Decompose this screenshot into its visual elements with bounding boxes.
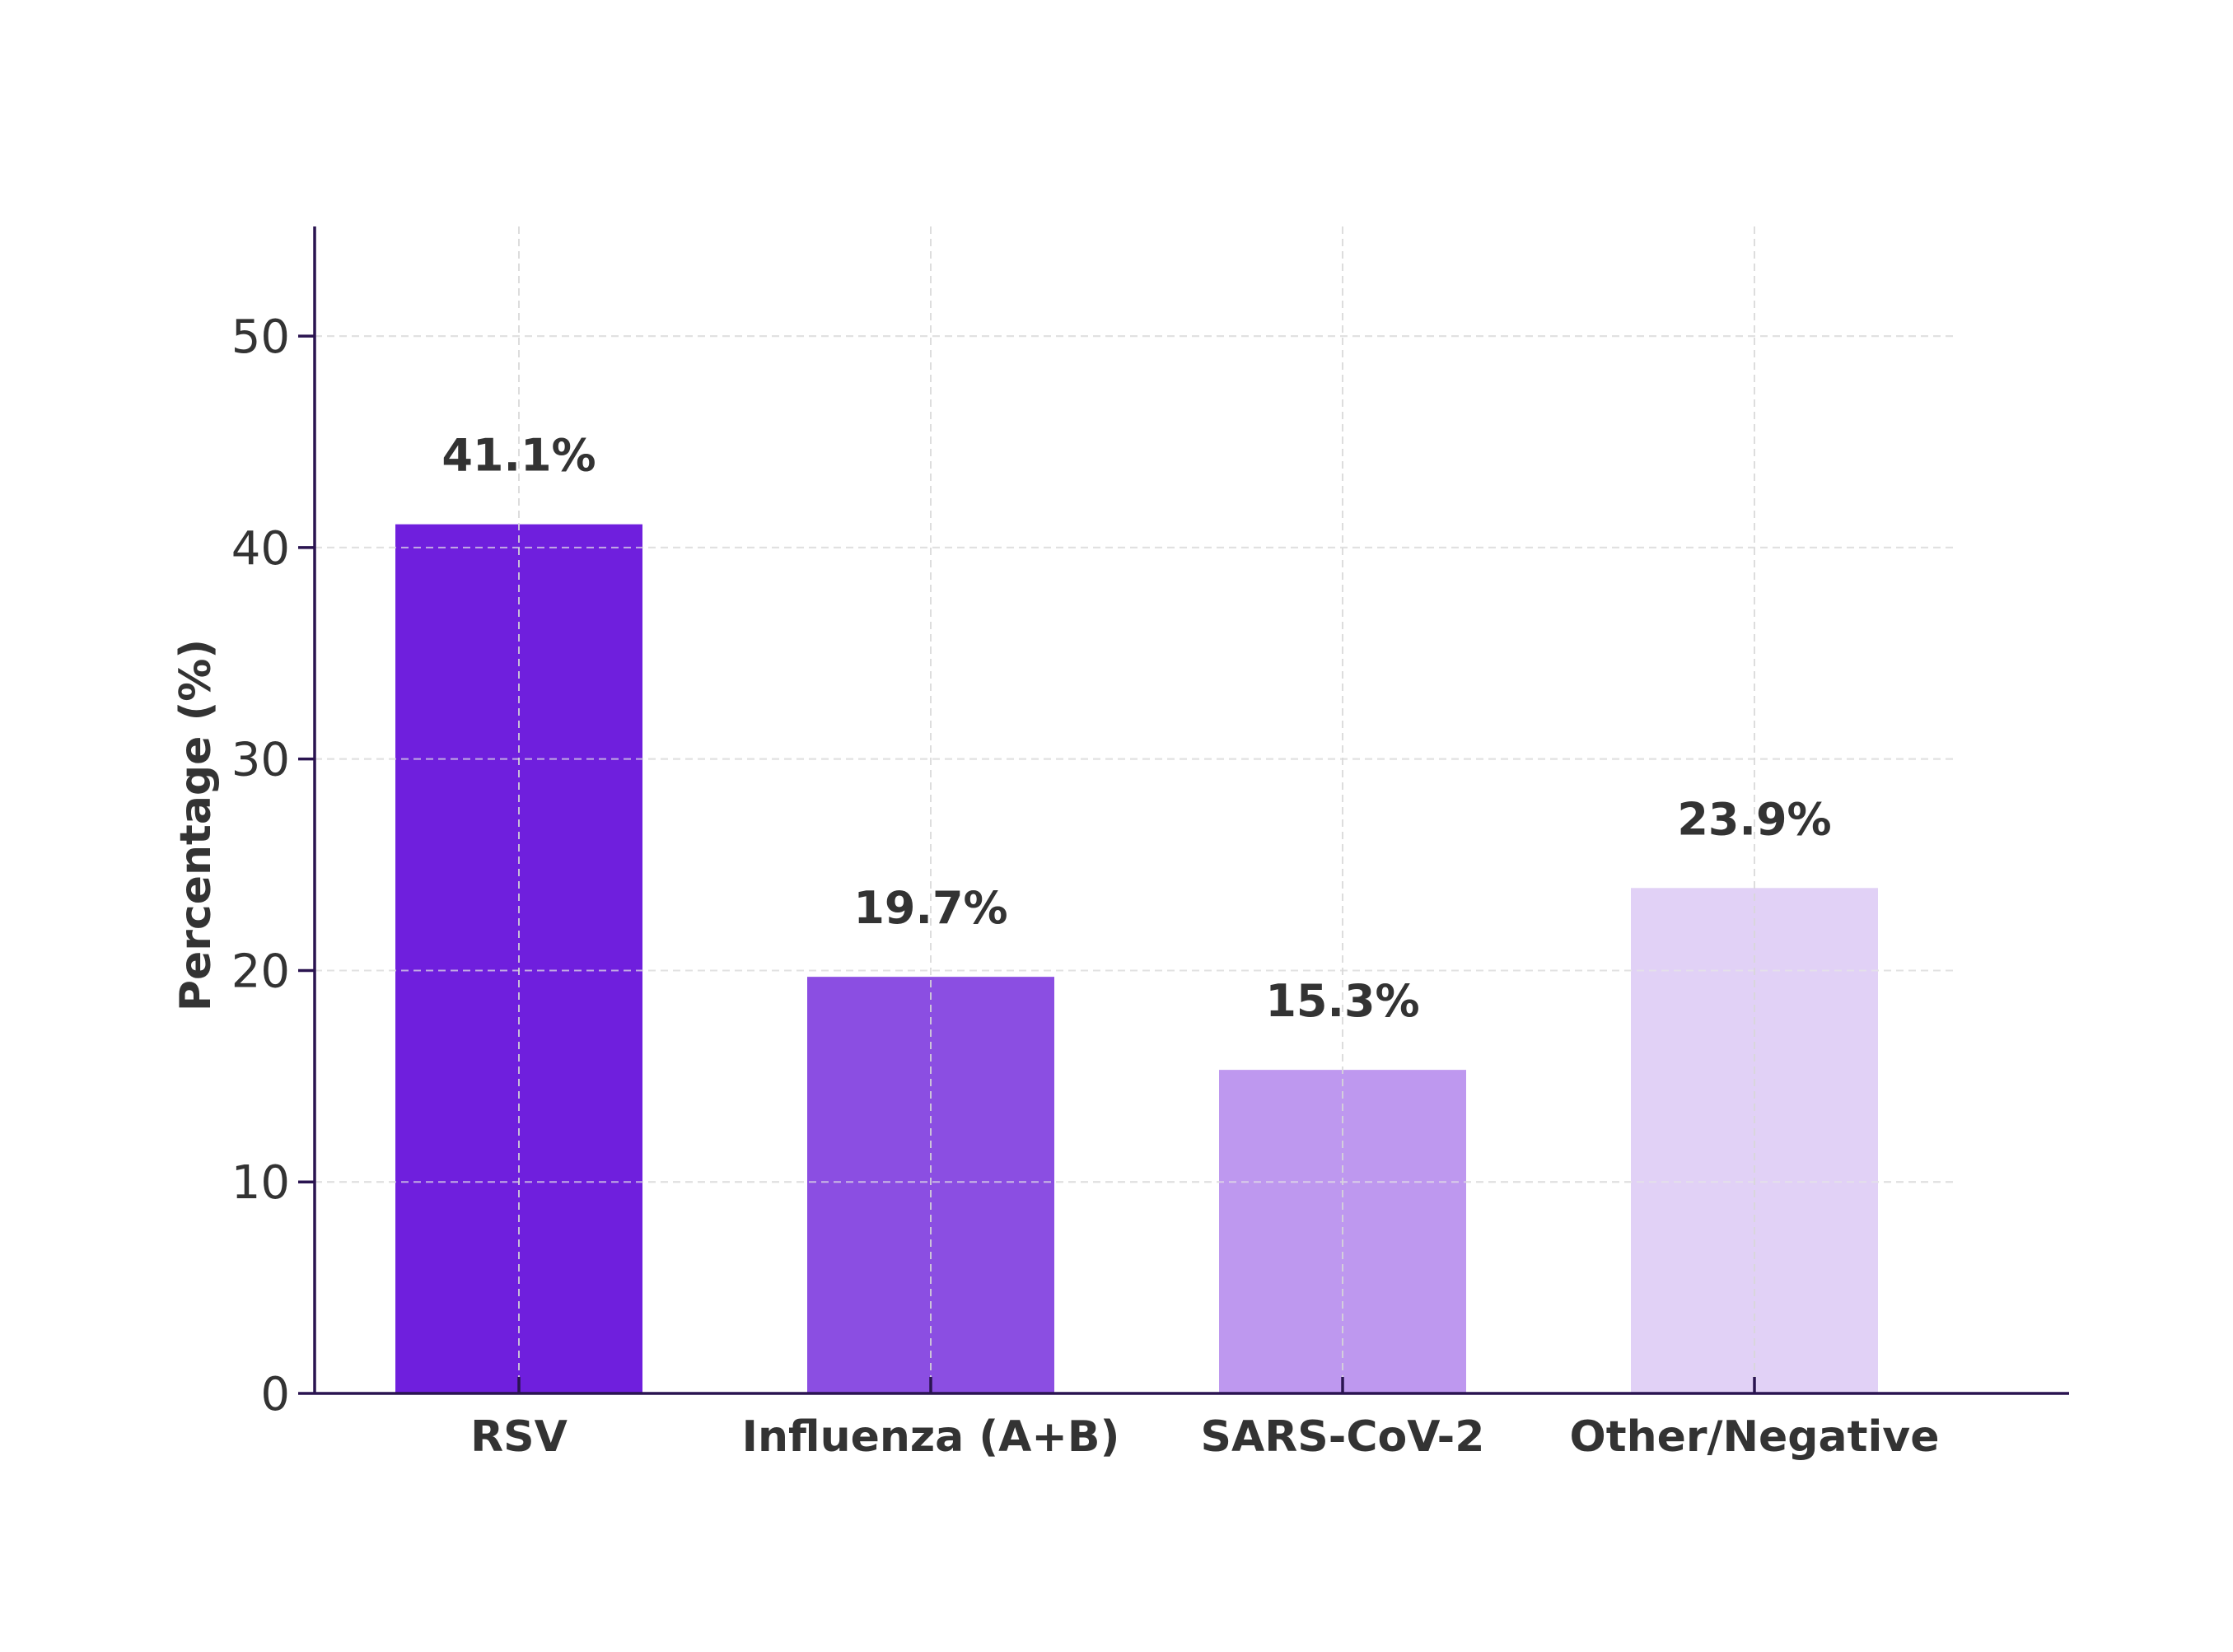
x-tick-label: RSV	[470, 1412, 568, 1462]
grid-lines-overlay	[315, 226, 1956, 1393]
y-tick-label: 40	[231, 522, 290, 576]
data-label: 41.1%	[441, 430, 596, 482]
x-tick-label: SARS-CoV-2	[1201, 1412, 1485, 1462]
data-label: 15.3%	[1265, 975, 1419, 1027]
y-tick-label: 20	[231, 945, 290, 998]
labels: 0 10 20 30 40 50 RSV Influenza (A+B) SARS-CoV-2 O…	[231, 310, 1940, 1462]
data-label: 19.7%	[853, 882, 1007, 934]
y-tick-label: 50	[231, 310, 290, 364]
y-axis-title: Percentage (%)	[171, 639, 221, 1011]
bars	[395, 524, 1878, 1393]
axes	[298, 226, 2069, 1395]
y-tick-label: 10	[231, 1156, 290, 1210]
y-tick-label: 30	[231, 734, 290, 787]
y-tick-label: 0	[260, 1368, 290, 1421]
data-label: 23.9%	[1677, 793, 1831, 845]
x-tick-label: Influenza (A+B)	[742, 1412, 1120, 1462]
x-tick-label: Other/Negative	[1570, 1412, 1940, 1462]
